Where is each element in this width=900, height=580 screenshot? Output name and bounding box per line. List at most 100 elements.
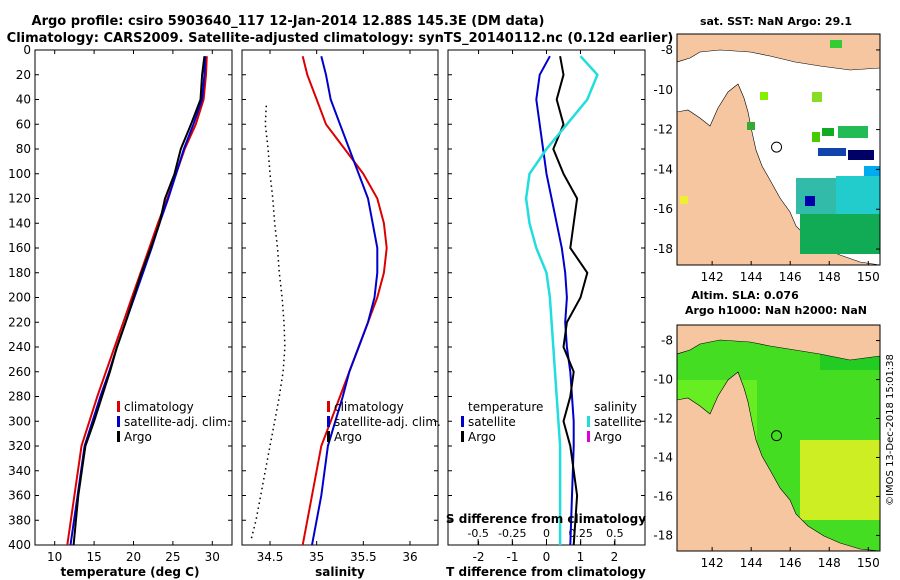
difference-profiles [524, 55, 599, 546]
legend-title-salinity: salinity [594, 400, 637, 414]
sla-map-axes: 142 144 146 148 150 -8 -10 -12 -14 -16 -18 [653, 334, 880, 570]
depth-tick-label: 340 [8, 464, 31, 478]
s-difference-label: S difference from climatology [446, 512, 646, 526]
x-tick-label: 34.5 [257, 550, 284, 564]
map-y-tick-label: -14 [653, 162, 673, 176]
legend-label-climatology: climatology [334, 400, 404, 414]
sst-map-land-australia [677, 83, 880, 265]
x-tick-label: 25 [165, 550, 180, 564]
legend-label-climatology: climatology [124, 400, 194, 414]
t-difference-x-label: T difference from climatology [446, 565, 646, 579]
legend-label-t-argo: Argo [468, 430, 496, 444]
header-title-line1: Argo profile: csiro 5903640_117 12-Jan-2… [32, 14, 545, 29]
x-tick-label: 0 [543, 550, 551, 564]
legend-label-s-argo: Argo [594, 430, 622, 444]
s-x-tick-label: 0.5 [606, 527, 624, 540]
map-y-tick-label: -8 [661, 334, 673, 348]
sst-map-frame [676, 33, 881, 266]
x-tick-label: 15 [86, 550, 101, 564]
map-x-tick-label: 142 [701, 270, 724, 284]
depth-tick-label: 280 [8, 390, 31, 404]
x-tick-label: 1 [577, 550, 585, 564]
sst-map-panel: sat. SST: NaN Argo: 29.1 [653, 15, 881, 284]
depth-tick-label: 60 [16, 117, 31, 131]
legend-title-temperature: temperature [468, 400, 543, 414]
depth-tick-label: 320 [8, 439, 31, 453]
map-y-tick-label: -16 [653, 202, 673, 216]
difference-depth-ticks [448, 49, 645, 546]
legend-label-argo: Argo [124, 430, 152, 444]
map-y-tick-label: -12 [653, 123, 673, 137]
x-tick-label: 10 [47, 550, 62, 564]
legend-swatch-t-satellite [461, 416, 464, 427]
s-x-tick-label: 0 [543, 527, 550, 540]
x-tick-label: 35.5 [350, 550, 377, 564]
depth-tick-label: 20 [16, 68, 31, 82]
depth-tick-label: 380 [8, 513, 31, 527]
salinity-x-axis: 34.5 35 35.5 36 [257, 50, 418, 564]
series-line-s-satellite [524, 55, 599, 545]
legend-swatch-s-satellite [587, 416, 590, 427]
depth-tick-label: 300 [8, 414, 31, 428]
map-y-tick-label: -16 [653, 489, 673, 503]
depth-tick-label: 220 [8, 315, 31, 329]
salinity-legend: climatology satellite-adj. clim. Argo [327, 400, 441, 444]
map-y-tick-label: -8 [661, 43, 673, 57]
x-tick-label: 36 [402, 550, 417, 564]
legend-label-satellite: satellite-adj. clim. [124, 415, 231, 429]
salinity-plot-frame [241, 49, 439, 546]
depth-tick-label: 260 [8, 365, 31, 379]
map-y-tick-label: -18 [653, 242, 673, 256]
series-line-climatology [301, 55, 388, 546]
map-x-tick-label: 148 [818, 556, 841, 570]
depth-tick-label: 160 [8, 241, 31, 255]
map-x-tick-label: 144 [740, 270, 763, 284]
sla-map-frame [676, 324, 881, 552]
depth-tick-label: 40 [16, 93, 31, 107]
temperature-profiles [66, 56, 208, 546]
map-y-tick-label: -10 [653, 83, 673, 97]
temperature-x-axis: 10 15 20 25 30 [47, 50, 220, 564]
temperature-x-label: temperature (deg C) [61, 565, 200, 579]
map-x-tick-label: 146 [779, 556, 802, 570]
s-x-tick-label: 0.25 [568, 527, 593, 540]
sst-map-land-png [677, 34, 880, 71]
sst-map-axes: 142 144 146 148 150 -8 -10 -12 -14 -16 -18 [653, 43, 880, 284]
salinity-profiles [250, 55, 388, 546]
depth-tick-label: 120 [8, 192, 31, 206]
depth-axis: 0 20 40 60 80 100 120 140 160 180 200 220 240 260 280 3… [8, 43, 232, 552]
sla-argo-marker [771, 430, 783, 442]
legend-swatch-climatology [327, 401, 330, 412]
sla-map-title-line1: Altim. SLA: 0.076 [691, 289, 799, 302]
depth-tick-label: 240 [8, 340, 31, 354]
x-tick-label: 30 [205, 550, 220, 564]
map-y-tick-label: -14 [653, 450, 673, 464]
series-line-t-satellite [535, 55, 575, 546]
legend-label-argo: Argo [334, 430, 362, 444]
s-x-tick-label: -0.25 [498, 527, 526, 540]
series-line-argo [72, 56, 206, 546]
legend-swatch-argo [327, 431, 330, 442]
series-line-satellite-adj-clim- [311, 55, 379, 546]
temperature-legend: climatology satellite-adj. clim. Argo [117, 400, 231, 444]
sla-map-panel: Altim. SLA: 0.076 Argo h1000: NaN h2000:… [653, 289, 881, 570]
depth-tick-label: 100 [8, 167, 31, 181]
map-x-tick-label: 148 [818, 270, 841, 284]
map-y-tick-label: -18 [653, 528, 673, 542]
legend-label-satellite: satellite-adj. clim. [334, 415, 441, 429]
salinity-panel: 34.5 35 35.5 36 salinity climatology satell… [241, 49, 441, 579]
series-line-satellite-adj-clim- [69, 56, 207, 546]
s-x-tick-label: -0.5 [467, 527, 488, 540]
difference-legend: temperature satellite Argo salinity sate… [461, 400, 642, 444]
x-tick-label: 35 [309, 550, 324, 564]
depth-tick-label: 400 [8, 538, 31, 552]
s-difference-x-axis: -0.5 -0.25 0 0.25 0.5 [467, 527, 624, 545]
sla-map-land-australia [677, 371, 880, 551]
x-tick-label: 2 [611, 550, 619, 564]
depth-tick-label: 140 [8, 216, 31, 230]
depth-tick-label: 80 [16, 142, 31, 156]
x-tick-label: 20 [126, 550, 141, 564]
depth-tick-label: 200 [8, 291, 31, 305]
legend-label-t-satellite: satellite [468, 415, 516, 429]
